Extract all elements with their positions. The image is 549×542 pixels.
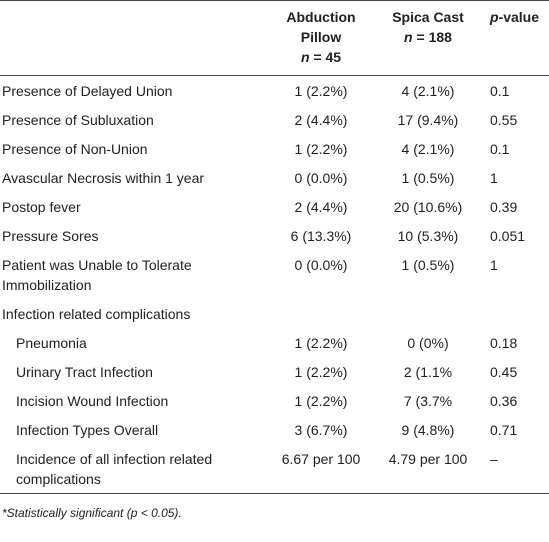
cell: 1 (0.5%) xyxy=(401,170,455,186)
cell: 0.39 xyxy=(490,199,518,215)
row-label: Presence of Non-Union xyxy=(2,141,148,157)
cell: 3 (6.7%) xyxy=(294,422,348,438)
row-label: Urinary Tract Infection xyxy=(16,364,153,380)
cell: 9 (4.8%) xyxy=(401,422,455,438)
cell: 6 (13.3%) xyxy=(290,228,352,244)
cell: 1 (0.5%) xyxy=(401,257,455,273)
table-row: Incidence of all infection related compl… xyxy=(0,444,549,494)
cell: 2 (1.1% xyxy=(403,364,453,380)
blank-header xyxy=(0,0,268,76)
cell: 0.71 xyxy=(490,422,518,438)
table-row: Presence of Delayed Union 1 (2.2%) 4 (2.1%… xyxy=(0,76,549,106)
table-row: Postop fever 2 (4.4%) 20 (10.6%) 0.39 xyxy=(0,192,549,221)
table-row: Pressure Sores 6 (13.3%) 10 (5.3%) 0.051 xyxy=(0,221,549,250)
cell: 1 xyxy=(490,257,498,273)
footnote: *Statistically significant (p < 0.05). xyxy=(2,506,182,520)
row-label: Patient was Unable to Tolerate Immobiliz… xyxy=(2,257,192,293)
cell: 1 (2.2%) xyxy=(294,83,348,99)
table: Abduction Pillow n = 45 Spica Cast n = 188… xyxy=(0,0,549,494)
n-label: n xyxy=(404,29,413,45)
n-count: = 188 xyxy=(416,29,452,45)
col-header: Abduction Pillow n = 45 xyxy=(268,0,374,76)
col-header: Spica Cast n = 188 xyxy=(374,0,482,76)
table-row: Urinary Tract Infection 1 (2.2%) 2 (1.1% 0.… xyxy=(0,357,549,386)
n-count: = 45 xyxy=(313,49,342,65)
table-row: Pneumonia 1 (2.2%) 0 (0%) 0.18 xyxy=(0,328,549,357)
cell: 2 (4.4%) xyxy=(294,199,348,215)
cell: 0 (0.0%) xyxy=(294,170,348,186)
cell: 0.36 xyxy=(490,393,518,409)
cell: 4 (2.1%) xyxy=(401,83,455,99)
cell: 4.79 per 100 xyxy=(388,451,468,467)
cell: 1 xyxy=(490,170,498,186)
cell: – xyxy=(490,451,498,467)
n-label: n xyxy=(300,49,310,65)
table-row: Presence of Non-Union 1 (2.2%) 4 (2.1%) 0.1 xyxy=(0,134,549,163)
cell: 0.1 xyxy=(490,141,510,157)
row-label: Avascular Necrosis within 1 year xyxy=(2,170,205,186)
cell: 0.45 xyxy=(490,364,518,380)
p-rest: -value xyxy=(498,9,540,25)
table-row: Incision Wound Infection 1 (2.2%) 7 (3.7% 0… xyxy=(0,386,549,415)
cell: 10 (5.3%) xyxy=(397,228,459,244)
cell: 4 (2.1%) xyxy=(401,141,455,157)
row-label: Postop fever xyxy=(2,199,81,215)
table-row: Patient was Unable to Tolerate Immobiliz… xyxy=(0,250,549,299)
table-row: Avascular Necrosis within 1 year 0 (0.0%)… xyxy=(0,163,549,192)
cell: 0 (0.0%) xyxy=(294,257,348,273)
cell: 7 (3.7% xyxy=(403,393,453,409)
table-body: Presence of Delayed Union 1 (2.2%) 4 (2.1%… xyxy=(0,76,549,494)
row-label: Incidence of all infection related compl… xyxy=(16,451,213,487)
col-title: Spica Cast xyxy=(392,9,464,25)
col-title: Abduction Pillow xyxy=(286,9,356,45)
row-label: Infection Types Overall xyxy=(16,422,159,438)
row-label: Presence of Subluxation xyxy=(2,112,154,128)
header-row: Abduction Pillow n = 45 Spica Cast n = 188… xyxy=(0,0,549,76)
col-header: p-value xyxy=(482,0,549,76)
cell: 0.051 xyxy=(490,228,526,244)
p-label: p xyxy=(490,9,499,25)
row-label: Pressure Sores xyxy=(2,228,99,244)
cell: 0.18 xyxy=(490,335,518,351)
cell: 1 (2.2%) xyxy=(294,335,348,351)
row-label: Presence of Delayed Union xyxy=(2,83,173,99)
cell: 6.67 per 100 xyxy=(281,451,361,467)
cell: 1 (2.2%) xyxy=(294,141,348,157)
section-row: Infection related complications xyxy=(0,299,549,328)
table-row: Infection Types Overall 3 (6.7%) 9 (4.8%) 0… xyxy=(0,415,549,444)
row-label: Incision Wound Infection xyxy=(16,393,169,409)
row-label: Pneumonia xyxy=(16,335,87,351)
cell: 2 (4.4%) xyxy=(294,112,348,128)
section-title: Infection related complications xyxy=(2,306,191,322)
cell: 0 (0%) xyxy=(407,335,449,351)
cell: 0.1 xyxy=(490,83,510,99)
cell: 1 (2.2%) xyxy=(294,393,348,409)
cell: 20 (10.6%) xyxy=(393,199,463,215)
table-row: Presence of Subluxation 2 (4.4%) 17 (9.4%)… xyxy=(0,105,549,134)
cell: 17 (9.4%) xyxy=(397,112,459,128)
cell: 1 (2.2%) xyxy=(294,364,348,380)
cell: 0.55 xyxy=(490,112,518,128)
